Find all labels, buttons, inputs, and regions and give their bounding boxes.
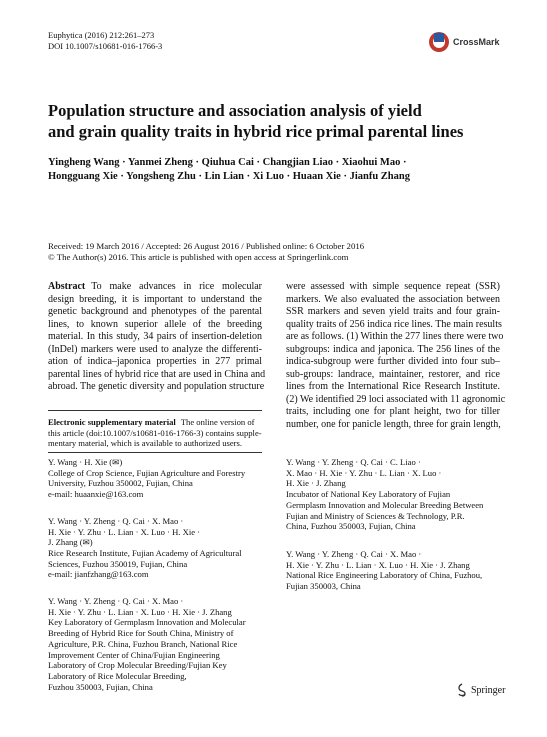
esm-line: The online version of: [180, 417, 255, 427]
affiliation-line: e-mail: jianfzhang@163.com: [48, 569, 149, 580]
abstract-line: indica-subgroup were further divided int…: [286, 356, 500, 367]
affiliation-line: H. Xie · J. Zhang: [286, 478, 346, 489]
abstract-line: markers. We also evaluated the associati…: [286, 293, 500, 305]
springer-icon: [458, 683, 466, 697]
title-line: and grain quality traits in hybrid rice …: [48, 122, 464, 141]
abstract-line: parental lines of hybrid rice that are u…: [48, 368, 266, 380]
doi: DOI 10.1007/s10681-016-1766-3: [48, 41, 163, 51]
affiliation-line: National Rice Engineering Laboratory of …: [286, 570, 483, 581]
affiliation-line: Laboratory of Crop Molecular Breeding/Fu…: [48, 660, 227, 671]
publisher: Springer: [471, 684, 506, 696]
abstract-line: number, one for panicle length, three fo…: [286, 418, 501, 430]
affiliation-line: Fujian and Ministry of Sciences & Techno…: [286, 510, 465, 521]
header: Euphytica (2016) 212:261–273 DOI 10.1007…: [48, 30, 162, 52]
journal: Euphytica (2016) 212:261–273: [48, 30, 155, 40]
affiliation: Y. Wang · Y. Zheng · Q. Cai · X. Mao · H.…: [48, 516, 273, 580]
affiliation-line: H. Xie · Y. Zhu · L. Lian · X. Luo · H. …: [286, 559, 470, 570]
esm-note: Electronic supplementary material The onl…: [48, 417, 262, 449]
affiliation-line: J. Zhang (✉): [48, 537, 93, 548]
abstract-line: are as follows. (1) Within the 277 lines…: [286, 331, 504, 342]
abstract-line: abroad. The genetic diversity and popula…: [48, 381, 265, 392]
abstract-line: ation of indica–japonica properties in 2…: [48, 356, 262, 367]
affiliation-line: H. Xie · Y. Zhu · L. Lian · X. Luo · H. …: [48, 606, 232, 617]
abstract-line: quality traits of 256 indica rice lines.…: [286, 318, 502, 330]
affiliation-line: Improvement Center of China/Fujian Engin…: [48, 649, 220, 660]
abstract-line: genetic background and phenotypes of the…: [48, 306, 262, 317]
abstract-first-line: Abstract To make advances in rice molecul…: [48, 281, 262, 294]
esm-line: Electronic supplementary material The onl…: [48, 417, 262, 428]
esm-rule: [48, 410, 262, 411]
abstract-line: lines, to known superior allele of the b…: [48, 318, 262, 330]
affiliation-line: Incubator of National Key Laboratory of …: [286, 489, 451, 500]
abstract-label: Abstract: [48, 281, 86, 292]
abstract-line: (InDel) markers were used to analyze the…: [48, 343, 262, 355]
affiliation-line: College of Crop Science, Fujian Agricult…: [48, 467, 246, 478]
affiliation-line: Rice Research Institute, Fujian Academy …: [48, 547, 242, 558]
affiliation: Y. Wang · H. Xie (✉) College of Crop Scie…: [48, 457, 273, 500]
affiliations-right: Y. Wang · Y. Zheng · Q. Cai · C. Liao · X…: [286, 457, 511, 608]
history: Received: 19 March 2016 / Accepted: 26 A…: [48, 241, 364, 263]
affiliation-line: Laboratory of Rice Molecular Breeding,: [48, 670, 187, 681]
affiliation-line: Y. Wang · Y. Zheng · Q. Cai · C. Liao ·: [286, 457, 421, 467]
abstract-line: sub-groups: landrace, maintainer, restor…: [286, 368, 500, 380]
affiliation-line: Fuzhou 350003, Fujian, China: [48, 681, 153, 692]
abstract-line: were assessed with simple sequence repea…: [286, 281, 500, 292]
abstract-right: were assessed with simple sequence repea…: [286, 281, 506, 431]
esm-label: Electronic supplementary material: [48, 417, 176, 427]
crossmark: CrossMark: [428, 30, 500, 54]
affiliation: Y. Wang · Y. Zheng · Q. Cai · X. Mao · H.…: [286, 549, 511, 592]
abstract-line: subgroups: indica and japonica. The 256 …: [286, 343, 500, 355]
abstract-line: design breeding, it is important to unde…: [48, 293, 262, 305]
affiliation-line: Key Laboratory of Germplasm Innovation a…: [48, 617, 246, 628]
abstract-line: material. In this study, 34 pairs of ins…: [48, 331, 262, 342]
affiliation-line: China, Fuzhou 350003, Fujian, China: [286, 521, 416, 532]
affiliation-line: Agriculture, P.R. China, Fuzhou Branch, …: [48, 638, 238, 649]
aff-rule: [48, 452, 262, 453]
affiliation-line: Y. Wang · Y. Zheng · Q. Cai · X. Mao ·: [48, 596, 184, 607]
affiliation-line: H. Xie · Y. Zhu · L. Lian · X. Luo · H. …: [48, 526, 201, 537]
affiliation-line: Fujian 350003, China: [286, 581, 361, 592]
affiliation-line: Sciences, Fuzhou 350019, Fujian, China: [48, 558, 188, 569]
affiliation-line: Y. Wang · Y. Zheng · Q. Cai · X. Mao ·: [286, 548, 422, 559]
abstract-line: traits, including one for plant height, …: [286, 406, 500, 417]
affiliation-line: Germplasm Innovation and Molecular Breed…: [286, 499, 484, 510]
affiliation-line: University, Fuzhou 350002, Fujian, China: [48, 478, 193, 489]
title-line: Population structure and association ana…: [48, 101, 422, 120]
crossmark-label: CrossMark: [453, 37, 500, 47]
affiliations-left: Y. Wang · H. Xie (✉) College of Crop Scie…: [48, 457, 273, 708]
affiliation-line: e-mail: huaanxie@163.com: [48, 489, 144, 500]
abstract-line: lines from the International Rice Resear…: [286, 381, 500, 392]
copyright: © The Author(s) 2016. This article is pu…: [48, 252, 349, 262]
esm-line: mentary material, which is available to …: [48, 438, 243, 449]
abstract-line: (2) We identified 29 loci associated wit…: [286, 393, 506, 405]
abstract-line: To make advances in rice molecular: [91, 281, 262, 292]
title: Population structure and association ana…: [48, 100, 463, 142]
affiliation-line: X. Mao · H. Xie · Y. Zhu · L. Lian · X. …: [286, 467, 442, 478]
author-line: Hongguang Xie · Yongsheng Zhu · Lin Lian…: [48, 171, 410, 182]
authors: Yingheng Wang · Yanmei Zheng · Qiuhua Ca…: [48, 156, 410, 184]
springer-logo: Springer: [456, 683, 505, 697]
affiliation-line: Y. Wang · Y. Zheng · Q. Cai · X. Mao ·: [48, 515, 184, 526]
affiliation-line: Breeding of Hybrid Rice for South China,…: [48, 628, 234, 639]
esm-line: this article (doi:10.1007/s10681-016-176…: [48, 427, 262, 438]
affiliation: Y. Wang · Y. Zheng · Q. Cai · X. Mao · H.…: [48, 596, 273, 692]
dates: Received: 19 March 2016 / Accepted: 26 A…: [48, 241, 365, 251]
affiliation-line: Y. Wang · H. Xie (✉): [48, 457, 123, 467]
author-line: Yingheng Wang · Yanmei Zheng · Qiuhua Ca…: [48, 157, 407, 168]
abstract-left: Abstract To make advances in rice molecul…: [48, 281, 266, 394]
affiliation: Y. Wang · Y. Zheng · Q. Cai · C. Liao · X…: [286, 457, 511, 532]
abstract-line: SSR markers and seven yield traits and f…: [286, 306, 500, 317]
crossmark-icon: [429, 32, 449, 52]
